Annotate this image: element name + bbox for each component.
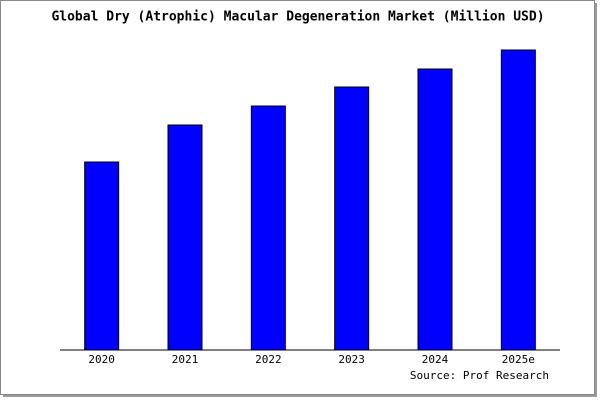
bar xyxy=(167,124,203,351)
bar xyxy=(250,105,286,351)
x-tick-label: 2020 xyxy=(88,353,115,366)
x-tick-label: 2021 xyxy=(172,353,199,366)
bar xyxy=(334,86,370,351)
x-tick-label: 2024 xyxy=(422,353,449,366)
chart-title: Global Dry (Atrophic) Macular Degenerati… xyxy=(51,10,544,25)
bar xyxy=(500,49,536,351)
x-tick-label: 2023 xyxy=(338,353,365,366)
x-tick-label: 2025e xyxy=(502,353,535,366)
bar xyxy=(84,161,120,351)
source-note: Source: Prof Research xyxy=(410,369,549,382)
bar xyxy=(417,68,453,351)
x-tick-label: 2022 xyxy=(255,353,282,366)
